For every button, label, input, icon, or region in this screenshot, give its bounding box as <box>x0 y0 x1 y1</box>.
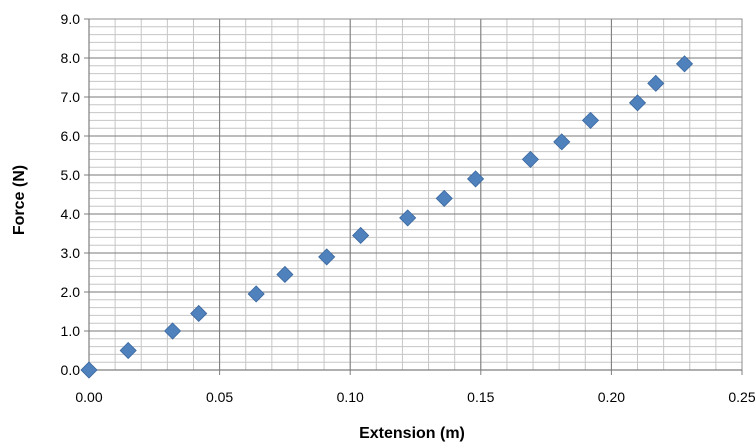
y-tick-label: 1.0 <box>61 323 81 339</box>
y-tick-label: 4.0 <box>61 206 81 222</box>
x-axis-title: Extension (m) <box>359 425 465 442</box>
y-tick-label: 3.0 <box>61 245 81 261</box>
y-axis-title: Force (N) <box>11 165 28 235</box>
data-point <box>80 361 98 379</box>
data-point <box>190 304 208 323</box>
y-tick-label: 8.0 <box>61 50 81 66</box>
y-axis-tick-labels: 0.0 1.0 2.0 3.0 4.0 5.0 6.0 7.0 8.0 9.0 <box>61 11 89 378</box>
data-point <box>581 111 600 129</box>
data-point <box>647 74 665 92</box>
plot-area <box>88 18 743 371</box>
y-tick-label: 7.0 <box>61 89 81 105</box>
data-point <box>675 55 694 73</box>
data-points <box>80 55 694 379</box>
major-gridlines <box>88 18 743 371</box>
y-tick-label: 9.0 <box>61 11 81 27</box>
x-tick-label: 0.00 <box>75 389 102 405</box>
x-axis-tick-labels: 0.00 0.05 0.10 0.15 0.20 0.25 <box>75 370 755 405</box>
y-tick-label: 5.0 <box>61 167 81 183</box>
x-tick-label: 0.20 <box>598 389 625 405</box>
data-point <box>352 226 370 245</box>
x-tick-label: 0.15 <box>467 389 494 405</box>
data-point <box>247 285 265 303</box>
x-tick-label: 0.25 <box>728 389 755 405</box>
data-point <box>435 189 453 207</box>
data-point <box>399 209 417 227</box>
y-tick-label: 0.0 <box>61 362 81 378</box>
data-point <box>521 150 539 168</box>
data-point <box>467 170 485 188</box>
data-point <box>628 94 647 112</box>
plot-border <box>88 18 743 371</box>
y-tick-label: 6.0 <box>61 128 81 144</box>
x-tick-label: 0.10 <box>337 389 364 405</box>
x-tick-label: 0.05 <box>206 389 233 405</box>
minor-gridlines <box>89 19 742 370</box>
data-point <box>119 341 137 360</box>
data-point <box>318 248 336 266</box>
data-point <box>553 133 571 151</box>
data-point <box>276 265 294 284</box>
y-tick-label: 2.0 <box>61 284 81 300</box>
data-point <box>164 322 182 340</box>
